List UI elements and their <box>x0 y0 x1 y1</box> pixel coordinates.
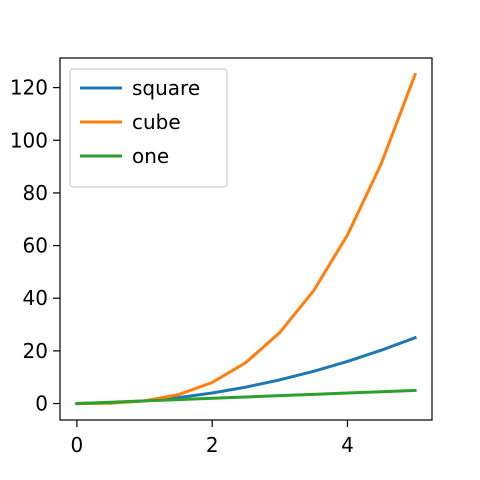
legend: square cube one <box>69 68 228 188</box>
y-tick-label: 120 <box>10 76 48 100</box>
x-tick-label: 0 <box>71 433 84 457</box>
series-line-one <box>75 388 417 406</box>
legend-label-cube: cube <box>132 110 181 134</box>
y-tick-label: 20 <box>23 339 48 363</box>
x-tick-label: 2 <box>206 433 219 457</box>
y-tick-label: 60 <box>23 234 48 258</box>
legend-label-one: one <box>132 144 169 168</box>
y-tick-label: 100 <box>10 128 48 152</box>
x-tick-label: 4 <box>341 433 354 457</box>
legend-label-square: square <box>132 76 200 100</box>
y-tick-label: 40 <box>23 286 48 310</box>
series-lines <box>75 72 418 406</box>
y-tick-label: 0 <box>35 392 48 416</box>
axes-frame <box>59 57 433 421</box>
y-tick-label: 80 <box>23 181 48 205</box>
